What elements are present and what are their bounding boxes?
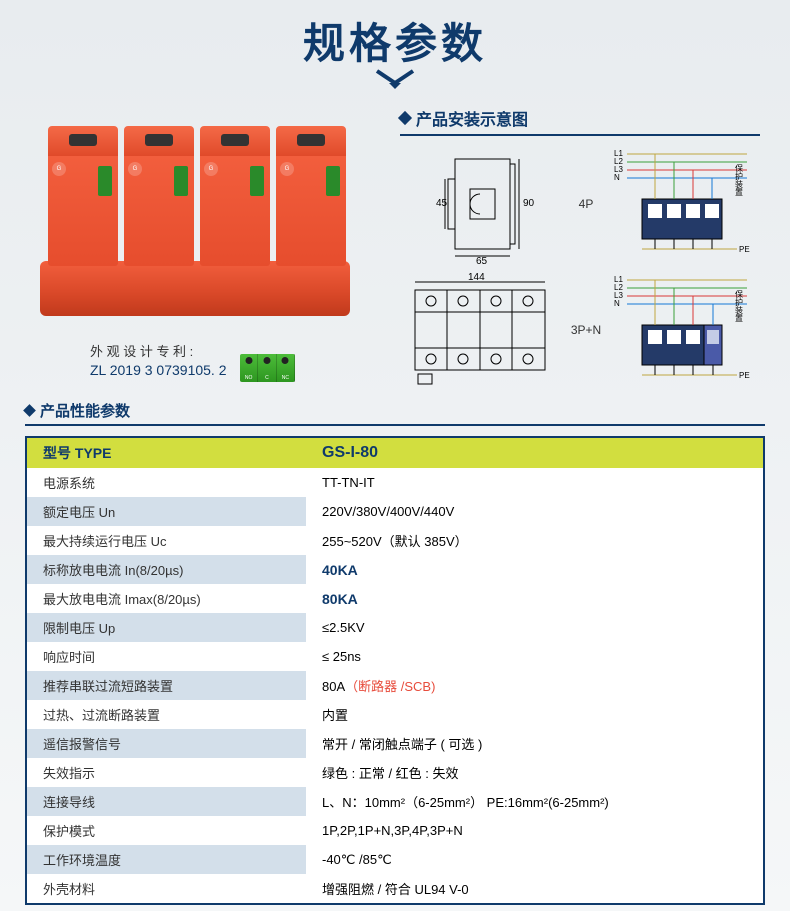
table-cell-val: 80KA [306, 584, 764, 613]
table-row: 外壳材料增强阻燃 / 符合 UL94 V-0 [26, 874, 764, 904]
install-diagrams: 45 90 65 4P L1 L2 L3 N [400, 144, 760, 390]
table-cell-key: 工作环境温度 [26, 845, 306, 874]
svg-text:90: 90 [523, 198, 535, 209]
table-cell-val: -40℃ /85℃ [306, 845, 764, 874]
table-cell-key: 过热、过流断路装置 [26, 700, 306, 729]
4p-wiring: L1 L2 L3 N PE 保护装置 [612, 144, 752, 264]
table-row: 工作环境温度-40℃ /85℃ [26, 845, 764, 874]
table-cell-val: 80A（断路器 /SCB) [306, 671, 764, 700]
svg-text:保护装置: 保护装置 [735, 163, 744, 196]
table-cell-val: 绿色 : 正常 / 红色 : 失效 [306, 758, 764, 787]
table-row: 失效指示绿色 : 正常 / 红色 : 失效 [26, 758, 764, 787]
table-row: 最大放电电流 Imax(8/20µs)80KA [26, 584, 764, 613]
table-row: 电源系统TT-TN-IT [26, 468, 764, 497]
table-row: 过热、过流断路装置内置 [26, 700, 764, 729]
table-cell-val: 常开 / 常闭触点端子 ( 可选 ) [306, 729, 764, 758]
product-image: G G G G NOCNC 外 观 设 计 专 利 : ZL 2019 3 07… [30, 106, 380, 390]
svg-text:45: 45 [436, 198, 448, 209]
table-cell-key: 遥信报警信号 [26, 729, 306, 758]
table-row: 连接导线L、N：10mm²（6-25mm²） PE:16mm²(6-25mm²) [26, 787, 764, 816]
title-arrow-icon [0, 69, 790, 96]
table-cell-val: 220V/380V/400V/440V [306, 497, 764, 526]
table-cell-key: 额定电压 Un [26, 497, 306, 526]
svg-text:N: N [614, 299, 620, 308]
table-cell-key: 电源系统 [26, 468, 306, 497]
table-cell-key: 标称放电电流 In(8/20µs) [26, 555, 306, 584]
table-cell-key: 推荐串联过流短路装置 [26, 671, 306, 700]
page-title: 规格参数 [0, 0, 790, 71]
params-table: 型号 TYPEGS-I-80电源系统TT-TN-IT额定电压 Un220V/38… [25, 436, 765, 905]
table-row: 标称放电电流 In(8/20µs)40KA [26, 555, 764, 584]
diamond-icon [398, 111, 412, 125]
table-cell-key: 响应时间 [26, 642, 306, 671]
terminal-block-icon: NOCNC [240, 354, 295, 382]
table-cell-key: 保护模式 [26, 816, 306, 845]
table-cell-val: ≤2.5KV [306, 613, 764, 642]
svg-text:N: N [614, 173, 620, 182]
params-heading: 产品性能参数 [25, 400, 765, 426]
4p-label: 4P [566, 144, 606, 264]
3pn-label: 3P+N [566, 270, 606, 390]
3pn-wiring: L1 L2 L3 N PE 保护装置 [612, 270, 752, 390]
install-heading: 产品安装示意图 [400, 106, 760, 136]
table-cell-val: 255~520V（默认 385V） [306, 526, 764, 555]
table-row: 额定电压 Un220V/380V/400V/440V [26, 497, 764, 526]
table-row: 遥信报警信号常开 / 常闭触点端子 ( 可选 ) [26, 729, 764, 758]
side-view-diagram: 45 90 65 [400, 144, 560, 264]
table-cell-key: 最大放电电流 Imax(8/20µs) [26, 584, 306, 613]
patent-label: 外 观 设 计 专 利 : [90, 341, 380, 360]
svg-text:PE: PE [739, 371, 750, 380]
install-heading-text: 产品安装示意图 [416, 106, 528, 130]
table-cell-key: 最大持续运行电压 Uc [26, 526, 306, 555]
params-heading-text: 产品性能参数 [40, 400, 130, 421]
table-cell-val: 内置 [306, 700, 764, 729]
svg-text:144: 144 [468, 272, 485, 283]
table-cell-key: 失效指示 [26, 758, 306, 787]
table-cell-key: 外壳材料 [26, 874, 306, 904]
table-cell-val: 1P,2P,1P+N,3P,4P,3P+N [306, 816, 764, 845]
table-row: 保护模式1P,2P,1P+N,3P,4P,3P+N [26, 816, 764, 845]
table-header-val: GS-I-80 [306, 437, 764, 468]
table-cell-val: ≤ 25ns [306, 642, 764, 671]
svg-text:保护装置: 保护装置 [735, 289, 744, 322]
table-cell-val: 增强阻燃 / 符合 UL94 V-0 [306, 874, 764, 904]
table-row: 推荐串联过流短路装置80A（断路器 /SCB) [26, 671, 764, 700]
front-view-diagram: 144 [400, 270, 560, 390]
svg-text:PE: PE [739, 245, 750, 254]
svg-text:65: 65 [476, 256, 488, 264]
diamond-icon [23, 404, 36, 417]
table-row: 响应时间≤ 25ns [26, 642, 764, 671]
table-cell-key: 连接导线 [26, 787, 306, 816]
table-header-key: 型号 TYPE [26, 437, 306, 468]
table-cell-val: TT-TN-IT [306, 468, 764, 497]
table-cell-key: 限制电压 Up [26, 613, 306, 642]
table-cell-val: 40KA [306, 555, 764, 584]
patent-number: ZL 2019 3 0739105. 2 [90, 362, 380, 378]
table-row: 最大持续运行电压 Uc255~520V（默认 385V） [26, 526, 764, 555]
table-row: 限制电压 Up≤2.5KV [26, 613, 764, 642]
table-cell-val: L、N：10mm²（6-25mm²） PE:16mm²(6-25mm²) [306, 787, 764, 816]
